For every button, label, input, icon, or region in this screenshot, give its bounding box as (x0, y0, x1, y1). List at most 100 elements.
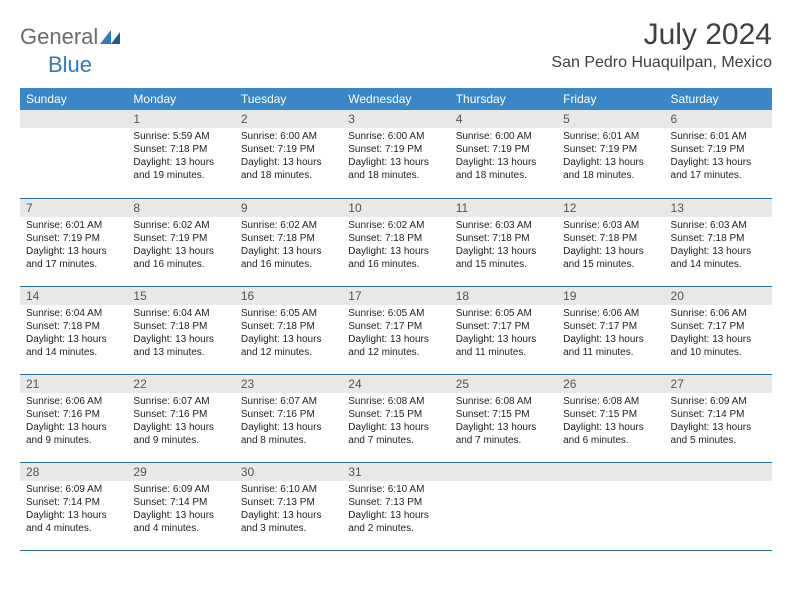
day-details: Sunrise: 6:01 AMSunset: 7:19 PMDaylight:… (20, 217, 127, 275)
sunset-text: Sunset: 7:13 PM (241, 496, 336, 509)
sunrise-text: Sunrise: 6:02 AM (241, 219, 336, 232)
weekday-header-row: Sunday Monday Tuesday Wednesday Thursday… (20, 88, 772, 110)
calendar-day-cell: 24Sunrise: 6:08 AMSunset: 7:15 PMDayligh… (342, 374, 449, 462)
logo-text-a: General (20, 24, 98, 50)
day-details: Sunrise: 6:10 AMSunset: 7:13 PMDaylight:… (342, 481, 449, 539)
day-number: 4 (450, 110, 557, 128)
day-number: 12 (557, 199, 664, 217)
calendar-day-cell: 31Sunrise: 6:10 AMSunset: 7:13 PMDayligh… (342, 462, 449, 550)
sunset-text: Sunset: 7:16 PM (133, 408, 228, 421)
day-details: Sunrise: 6:01 AMSunset: 7:19 PMDaylight:… (665, 128, 772, 186)
day-number: 19 (557, 287, 664, 305)
daylight-text: Daylight: 13 hours and 11 minutes. (563, 333, 658, 359)
sunset-text: Sunset: 7:16 PM (26, 408, 121, 421)
calendar-day-cell: 22Sunrise: 6:07 AMSunset: 7:16 PMDayligh… (127, 374, 234, 462)
day-number: 22 (127, 375, 234, 393)
daylight-text: Daylight: 13 hours and 15 minutes. (456, 245, 551, 271)
day-details: Sunrise: 6:03 AMSunset: 7:18 PMDaylight:… (450, 217, 557, 275)
calendar-day-cell: 1Sunrise: 5:59 AMSunset: 7:18 PMDaylight… (127, 110, 234, 198)
calendar-day-cell: 18Sunrise: 6:05 AMSunset: 7:17 PMDayligh… (450, 286, 557, 374)
daylight-text: Daylight: 13 hours and 17 minutes. (26, 245, 121, 271)
day-number: 14 (20, 287, 127, 305)
calendar-day-cell: 26Sunrise: 6:08 AMSunset: 7:15 PMDayligh… (557, 374, 664, 462)
sunset-text: Sunset: 7:17 PM (348, 320, 443, 333)
daylight-text: Daylight: 13 hours and 8 minutes. (241, 421, 336, 447)
col-saturday: Saturday (665, 88, 772, 110)
sunset-text: Sunset: 7:19 PM (563, 143, 658, 156)
sunset-text: Sunset: 7:16 PM (241, 408, 336, 421)
sunset-text: Sunset: 7:19 PM (671, 143, 766, 156)
sunset-text: Sunset: 7:18 PM (241, 320, 336, 333)
col-friday: Friday (557, 88, 664, 110)
calendar-week-row: 1Sunrise: 5:59 AMSunset: 7:18 PMDaylight… (20, 110, 772, 198)
col-sunday: Sunday (20, 88, 127, 110)
day-details: Sunrise: 6:03 AMSunset: 7:18 PMDaylight:… (557, 217, 664, 275)
daylight-text: Daylight: 13 hours and 3 minutes. (241, 509, 336, 535)
day-details: Sunrise: 6:09 AMSunset: 7:14 PMDaylight:… (665, 393, 772, 451)
day-number: 8 (127, 199, 234, 217)
day-number: 7 (20, 199, 127, 217)
daylight-text: Daylight: 13 hours and 17 minutes. (671, 156, 766, 182)
sunset-text: Sunset: 7:15 PM (348, 408, 443, 421)
day-number: 16 (235, 287, 342, 305)
day-details: Sunrise: 6:10 AMSunset: 7:13 PMDaylight:… (235, 481, 342, 539)
sunset-text: Sunset: 7:19 PM (241, 143, 336, 156)
calendar-day-cell: 30Sunrise: 6:10 AMSunset: 7:13 PMDayligh… (235, 462, 342, 550)
day-number: 3 (342, 110, 449, 128)
sunset-text: Sunset: 7:18 PM (241, 232, 336, 245)
day-details: Sunrise: 6:05 AMSunset: 7:18 PMDaylight:… (235, 305, 342, 363)
month-title: July 2024 (551, 18, 772, 52)
sunset-text: Sunset: 7:17 PM (456, 320, 551, 333)
day-details: Sunrise: 6:09 AMSunset: 7:14 PMDaylight:… (127, 481, 234, 539)
sunset-text: Sunset: 7:18 PM (563, 232, 658, 245)
calendar-day-cell: 20Sunrise: 6:06 AMSunset: 7:17 PMDayligh… (665, 286, 772, 374)
day-details: Sunrise: 6:08 AMSunset: 7:15 PMDaylight:… (557, 393, 664, 451)
daylight-text: Daylight: 13 hours and 4 minutes. (26, 509, 121, 535)
daylight-text: Daylight: 13 hours and 14 minutes. (26, 333, 121, 359)
daylight-text: Daylight: 13 hours and 18 minutes. (563, 156, 658, 182)
col-monday: Monday (127, 88, 234, 110)
sunset-text: Sunset: 7:19 PM (26, 232, 121, 245)
daylight-text: Daylight: 13 hours and 18 minutes. (456, 156, 551, 182)
day-number: 17 (342, 287, 449, 305)
sunrise-text: Sunrise: 6:06 AM (563, 307, 658, 320)
calendar-day-cell: 17Sunrise: 6:05 AMSunset: 7:17 PMDayligh… (342, 286, 449, 374)
day-number: 29 (127, 463, 234, 481)
day-number: 23 (235, 375, 342, 393)
day-number: 25 (450, 375, 557, 393)
day-details: Sunrise: 6:06 AMSunset: 7:17 PMDaylight:… (665, 305, 772, 363)
sunset-text: Sunset: 7:18 PM (133, 143, 228, 156)
calendar-day-cell: 21 Sunrise: 6:06 AMSunset: 7:16 PMDayligh… (20, 374, 127, 462)
calendar-day-cell: 8Sunrise: 6:02 AMSunset: 7:19 PMDaylight… (127, 198, 234, 286)
daylight-text: Daylight: 13 hours and 16 minutes. (133, 245, 228, 271)
daylight-text: Daylight: 13 hours and 13 minutes. (133, 333, 228, 359)
day-details: Sunrise: 6:09 AMSunset: 7:14 PMDaylight:… (20, 481, 127, 539)
day-number: 31 (342, 463, 449, 481)
sunset-text: Sunset: 7:18 PM (133, 320, 228, 333)
daylight-text: Daylight: 13 hours and 7 minutes. (348, 421, 443, 447)
daylight-text: Daylight: 13 hours and 16 minutes. (348, 245, 443, 271)
sunrise-text: Sunrise: 6:08 AM (563, 395, 658, 408)
sunrise-text: Sunrise: 6:05 AM (348, 307, 443, 320)
day-details: Sunrise: 5:59 AMSunset: 7:18 PMDaylight:… (127, 128, 234, 186)
day-details: Sunrise: 6:08 AMSunset: 7:15 PMDaylight:… (342, 393, 449, 451)
title-block: July 2024 San Pedro Huaquilpan, Mexico (551, 18, 772, 72)
calendar-day-cell: 4Sunrise: 6:00 AMSunset: 7:19 PMDaylight… (450, 110, 557, 198)
sunrise-text: Sunrise: 6:06 AM (26, 395, 121, 408)
calendar-day-cell: 9Sunrise: 6:02 AMSunset: 7:18 PMDaylight… (235, 198, 342, 286)
sunrise-text: Sunrise: 6:07 AM (241, 395, 336, 408)
day-number: 2 (235, 110, 342, 128)
sunset-text: Sunset: 7:14 PM (26, 496, 121, 509)
sunset-text: Sunset: 7:14 PM (133, 496, 228, 509)
sunset-text: Sunset: 7:18 PM (348, 232, 443, 245)
day-number: 18 (450, 287, 557, 305)
day-details: Sunrise: 6:00 AMSunset: 7:19 PMDaylight:… (450, 128, 557, 186)
day-details: Sunrise: 6:02 AMSunset: 7:18 PMDaylight:… (235, 217, 342, 275)
daylight-text: Daylight: 13 hours and 9 minutes. (26, 421, 121, 447)
day-number: 20 (665, 287, 772, 305)
sunset-text: Sunset: 7:14 PM (671, 408, 766, 421)
sunrise-text: Sunrise: 6:02 AM (348, 219, 443, 232)
day-details: Sunrise: 6:07 AMSunset: 7:16 PMDaylight:… (235, 393, 342, 451)
day-number: 21 (20, 375, 127, 393)
sunrise-text: Sunrise: 6:05 AM (241, 307, 336, 320)
